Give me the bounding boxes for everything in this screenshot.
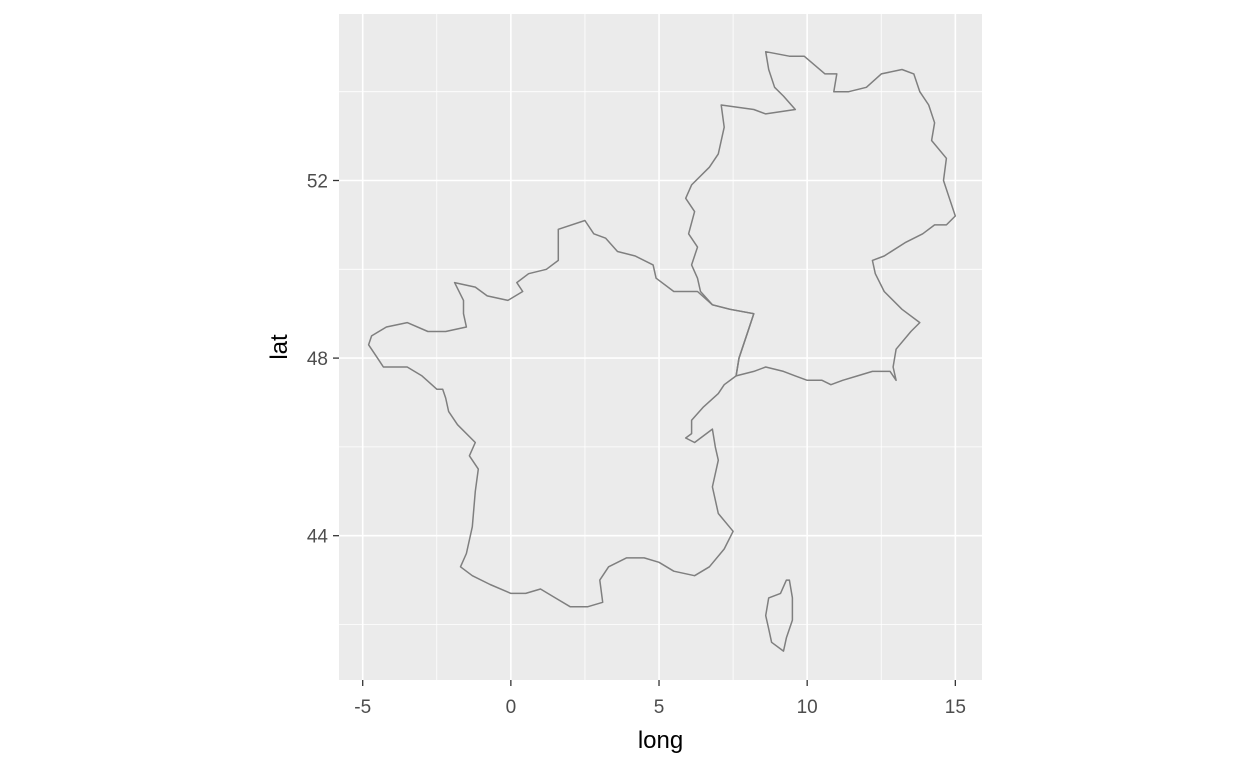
x-tick-label: 15 xyxy=(945,697,966,718)
region-outline-germany xyxy=(684,50,957,386)
y-axis: 44 48 52 xyxy=(307,172,339,548)
minor-gridlines xyxy=(339,14,982,680)
y-tick-label: 48 xyxy=(307,349,328,370)
region-outlines xyxy=(367,50,957,652)
x-axis-title: long xyxy=(638,727,683,754)
x-tick-label: 0 xyxy=(506,697,517,718)
y-axis-title: lat xyxy=(266,334,293,360)
y-tick-label: 52 xyxy=(307,172,328,193)
x-axis: -5 0 5 10 15 xyxy=(354,680,966,718)
x-tick-label: 10 xyxy=(797,697,818,718)
y-tick-label: 44 xyxy=(307,527,329,548)
plot-panel xyxy=(339,14,982,680)
x-tick-label: 5 xyxy=(654,697,665,718)
major-gridlines xyxy=(339,14,982,680)
x-tick-label: -5 xyxy=(354,697,371,718)
region-outline-corsica xyxy=(764,579,794,652)
